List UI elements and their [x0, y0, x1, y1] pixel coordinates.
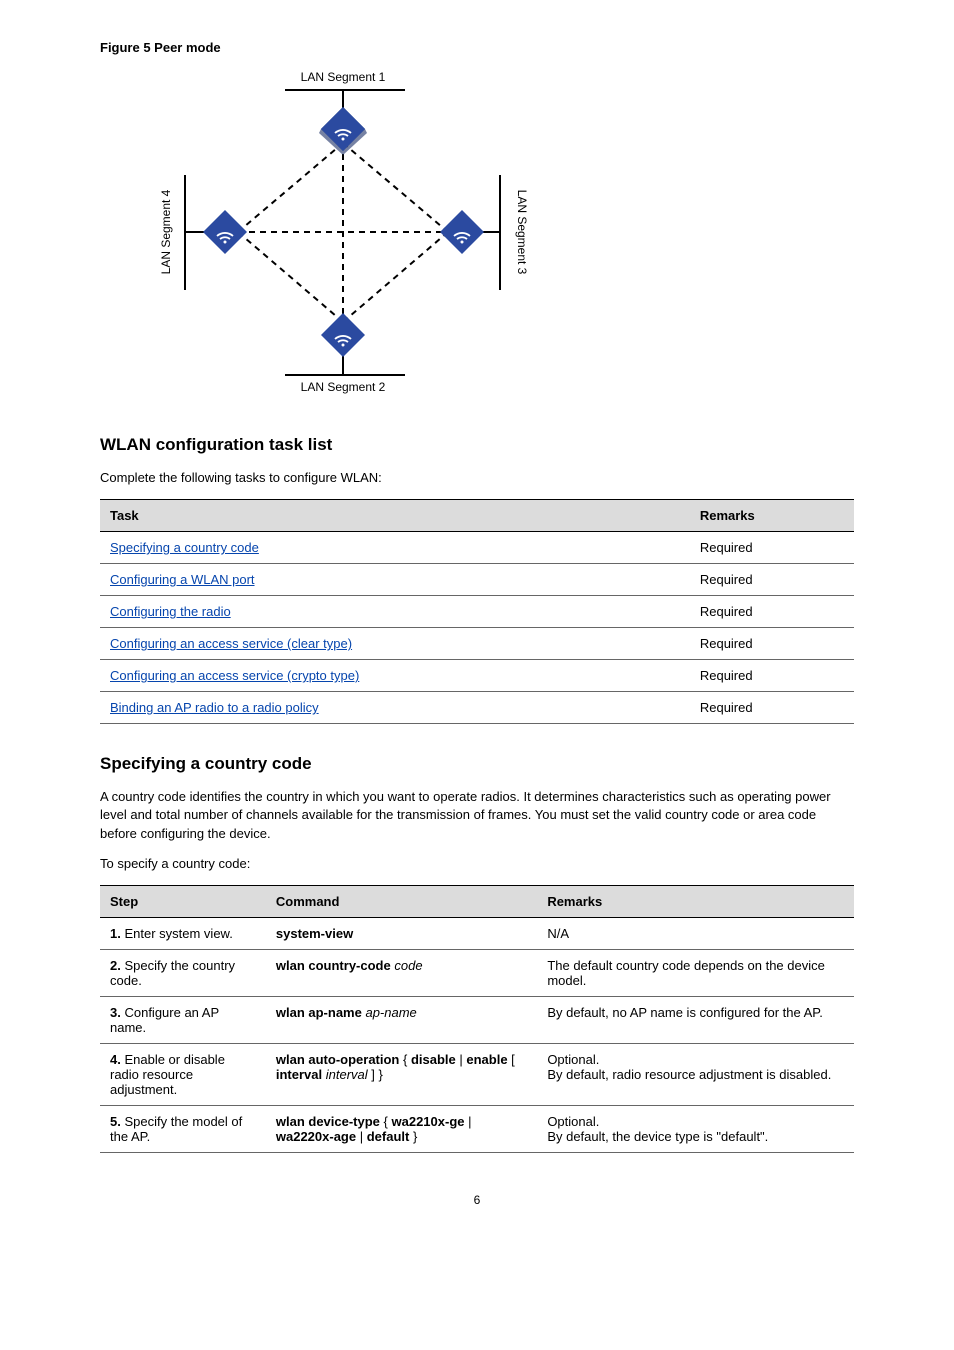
command-cell: system-view [266, 917, 537, 949]
table-row: Configuring a WLAN port Required [100, 564, 854, 596]
step-cell: 4. Enable or disable radio resource adju… [100, 1043, 266, 1105]
remarks-cell: N/A [537, 917, 854, 949]
table-row: 1. Enter system view.system-viewN/A [100, 917, 854, 949]
network-diagram: LAN Segment 1 LAN Segment 2 LAN Segment … [130, 65, 530, 395]
table-row: 3. Configure an AP name.wlan ap-name ap-… [100, 996, 854, 1043]
cc-col-command: Command [266, 885, 537, 917]
task-link[interactable]: Configuring an access service (clear typ… [110, 636, 352, 651]
task-remark: Required [690, 692, 854, 724]
table-row: Specifying a country code Required [100, 532, 854, 564]
task-link[interactable]: Binding an AP radio to a radio policy [110, 700, 319, 715]
segment-label-1: LAN Segment 1 [301, 70, 386, 84]
task-link[interactable]: Configuring a WLAN port [110, 572, 255, 587]
task-remark: Required [690, 596, 854, 628]
countrycode-note: To specify a country code: [100, 855, 854, 873]
cc-col-remarks: Remarks [537, 885, 854, 917]
remarks-cell: The default country code depends on the … [537, 949, 854, 996]
remarks-cell: Optional.By default, radio resource adju… [537, 1043, 854, 1105]
command-cell: wlan ap-name ap-name [266, 996, 537, 1043]
step-cell: 2. Specify the country code. [100, 949, 266, 996]
remarks-cell: By default, no AP name is configured for… [537, 996, 854, 1043]
step-cell: 5. Specify the model of the AP. [100, 1105, 266, 1152]
step-cell: 1. Enter system view. [100, 917, 266, 949]
command-cell: wlan auto-operation { disable | enable [… [266, 1043, 537, 1105]
table-row: 4. Enable or disable radio resource adju… [100, 1043, 854, 1105]
task-remark: Required [690, 532, 854, 564]
segment-label-4: LAN Segment 4 [159, 189, 173, 274]
segment-label-2: LAN Segment 2 [301, 380, 386, 394]
tasklist-table: Task Remarks Specifying a country code Re… [100, 499, 854, 724]
table-row: Configuring the radio Required [100, 596, 854, 628]
section-title-tasklist: WLAN configuration task list [100, 435, 854, 455]
figure-title: Figure 5 Peer mode [100, 40, 854, 55]
segment-label-3: LAN Segment 3 [515, 190, 529, 275]
table-row: Configuring an access service (crypto ty… [100, 660, 854, 692]
tasklist-intro: Complete the following tasks to configur… [100, 469, 854, 487]
cc-col-step: Step [100, 885, 266, 917]
table-row: 5. Specify the model of the AP.wlan devi… [100, 1105, 854, 1152]
table-row: 2. Specify the country code.wlan country… [100, 949, 854, 996]
table-row: Binding an AP radio to a radio policy Req… [100, 692, 854, 724]
command-cell: wlan country-code code [266, 949, 537, 996]
step-cell: 3. Configure an AP name. [100, 996, 266, 1043]
tasklist-col-task: Task [100, 500, 690, 532]
countrycode-intro: A country code identifies the country in… [100, 788, 854, 843]
task-remark: Required [690, 564, 854, 596]
task-link[interactable]: Specifying a country code [110, 540, 259, 555]
command-cell: wlan device-type { wa2210x-ge | wa2220x-… [266, 1105, 537, 1152]
section-title-countrycode: Specifying a country code [100, 754, 854, 774]
countrycode-table: Step Command Remarks 1. Enter system vie… [100, 885, 854, 1153]
table-row: Configuring an access service (clear typ… [100, 628, 854, 660]
task-link[interactable]: Configuring an access service (crypto ty… [110, 668, 359, 683]
remarks-cell: Optional.By default, the device type is … [537, 1105, 854, 1152]
task-link[interactable]: Configuring the radio [110, 604, 231, 619]
page-number: 6 [100, 1193, 854, 1207]
task-remark: Required [690, 628, 854, 660]
tasklist-col-remarks: Remarks [690, 500, 854, 532]
task-remark: Required [690, 660, 854, 692]
